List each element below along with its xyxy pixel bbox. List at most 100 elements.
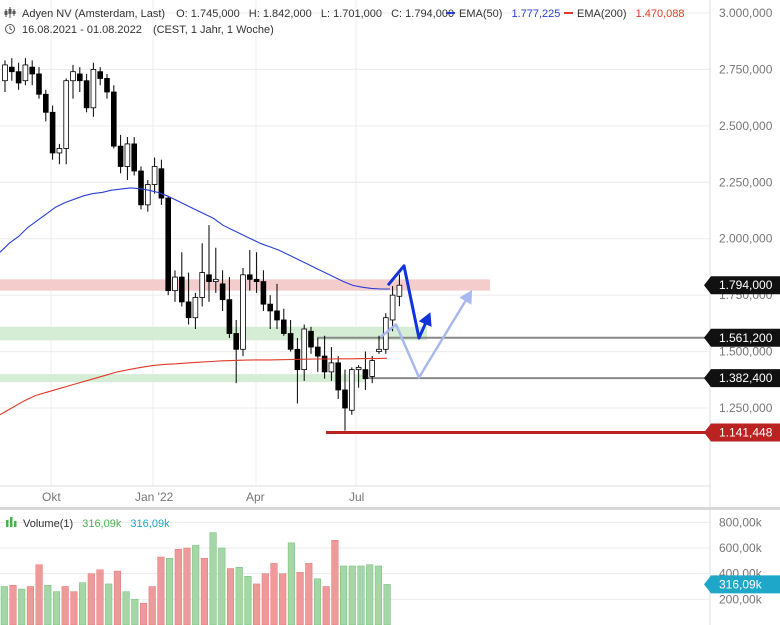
candle [294, 338, 301, 404]
light-projection-arrow [380, 290, 473, 379]
volume-bar [0, 586, 8, 625]
candle [301, 324, 307, 381]
volume-bar [70, 591, 78, 625]
light-projection-arrow-head [459, 290, 473, 305]
support-zone [0, 374, 365, 383]
volume-tick-label: 800,00k [719, 515, 763, 529]
volume-bar [348, 565, 356, 625]
candle-body [192, 296, 199, 319]
volume-bar [331, 540, 339, 625]
volume-bar [374, 565, 382, 625]
price-tag: 1.561,200 [704, 328, 780, 347]
candle [2, 60, 8, 92]
candle [274, 283, 280, 329]
price-tag-label: 1.561,200 [719, 331, 773, 345]
volume-bar [9, 584, 17, 625]
candle-body [2, 64, 8, 82]
candle [192, 292, 199, 329]
candle-body [178, 276, 185, 303]
volume-bar [366, 564, 374, 625]
candle [178, 252, 185, 307]
candle [233, 319, 240, 384]
volume-value-2: 316,09k [130, 518, 170, 530]
volume-bar [87, 573, 95, 625]
high-value: H: 1.842,000 [249, 8, 312, 20]
candle [219, 270, 226, 311]
volume-bar [305, 563, 313, 625]
candle-body [90, 69, 97, 109]
candle-body [348, 369, 355, 411]
candle-body [83, 80, 90, 109]
candle-body [396, 284, 403, 297]
candle [151, 157, 158, 194]
candle-body [77, 73, 83, 82]
candle-body [8, 66, 15, 73]
candle [308, 326, 314, 354]
candle [240, 268, 246, 357]
time-tick-label: Jul [349, 490, 364, 504]
candle-body [124, 143, 131, 167]
candle [43, 89, 49, 122]
candle [321, 335, 328, 379]
candle-body [321, 355, 328, 373]
candle-body [56, 148, 63, 154]
candle-body [111, 91, 117, 147]
candle [158, 159, 165, 205]
candle [212, 247, 219, 293]
candle-body [97, 71, 104, 79]
clock-icon [5, 24, 15, 34]
candle [199, 243, 206, 307]
candle-body [212, 278, 219, 283]
candle-body [206, 274, 212, 283]
ema50-line [0, 187, 390, 290]
volume-bar [357, 565, 365, 625]
candle [97, 67, 104, 86]
volume-bar [218, 547, 226, 625]
volume-bar [157, 556, 165, 625]
volume-bar [209, 532, 217, 625]
price-tick-label: 2.500,000 [719, 119, 773, 133]
settings-icon[interactable] [4, 7, 16, 18]
candle-body [172, 276, 178, 292]
candle [172, 270, 178, 302]
candle [8, 58, 15, 81]
candle-body [151, 166, 158, 185]
candle-body [389, 294, 396, 321]
ema50-legend: EMA(50) 1.777,225 [446, 8, 560, 20]
candle-body [158, 168, 165, 199]
candle [253, 252, 260, 293]
candle [369, 356, 375, 384]
date-range-line: 16.08.2021 - 01.08.2022 (CEST, 1 Jahr, 1… [22, 24, 274, 36]
candle-body [362, 369, 369, 380]
price-tag-shape [704, 423, 780, 442]
price-grid [0, 0, 711, 625]
volume-bar [148, 586, 156, 625]
candle [117, 134, 124, 174]
candle [246, 250, 253, 291]
volume-bar [296, 572, 304, 625]
candle-body [287, 333, 294, 350]
price-tag: 1.141,448 [704, 423, 780, 442]
volume-bar [192, 545, 200, 625]
price-tag-shape [704, 328, 780, 347]
volume-bar [253, 583, 261, 625]
volume-bar [61, 586, 69, 625]
candle-body [131, 143, 138, 172]
candle-body [15, 71, 22, 84]
candle [49, 105, 56, 160]
candle-body [233, 333, 240, 350]
volume-bar [261, 573, 269, 625]
candle-body [29, 66, 35, 75]
candle [144, 180, 151, 212]
volume-bar [322, 586, 330, 625]
candle [70, 64, 76, 99]
header-line: Adyen NV (Amsterdam, Last) O: 1.745,000 … [22, 8, 454, 20]
volume-bar [105, 583, 113, 625]
ema50-swatch [446, 12, 455, 14]
candle [260, 270, 267, 311]
candle [335, 356, 341, 399]
price-tag-label: 1.794,000 [719, 278, 773, 292]
candle-body [355, 366, 362, 371]
candle-body [104, 78, 110, 93]
